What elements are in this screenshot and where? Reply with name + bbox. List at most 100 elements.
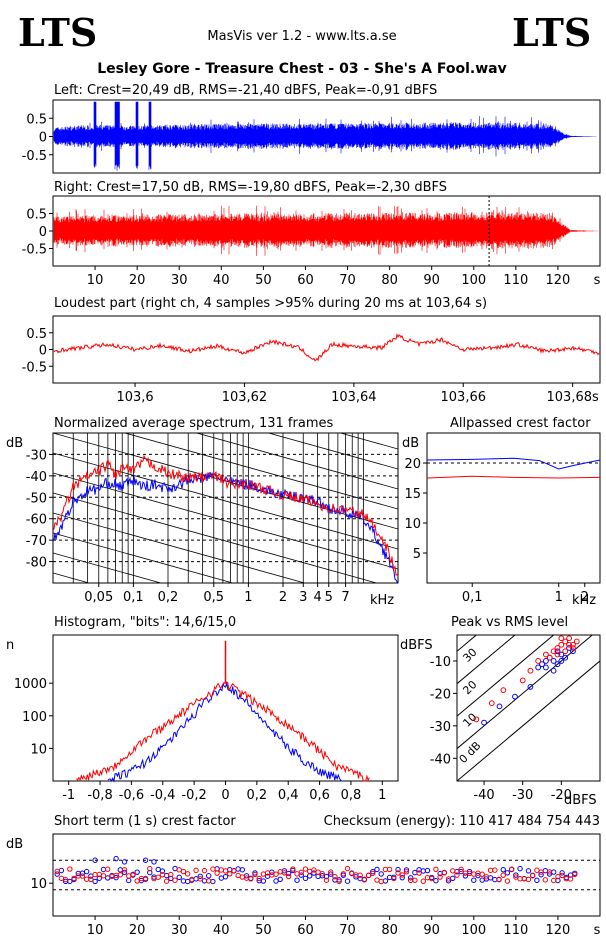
left-waveform-ytick-label: 0.5 <box>26 112 47 127</box>
short-crest-point-0 <box>294 877 300 883</box>
short-crest-point-0 <box>134 869 140 875</box>
file-name: Lesley Gore - Treasure Chest - 03 - She'… <box>97 61 507 77</box>
peak-rms-diagonal <box>457 660 600 781</box>
histogram-ytick-label: 10 <box>30 742 47 757</box>
spectrum-xtick-label: 3 <box>299 590 307 605</box>
short-crest-point-0 <box>424 867 431 874</box>
short-crest-point-0 <box>399 874 405 881</box>
histogram-series-0 <box>107 681 344 783</box>
right-waveform-xtick-label: 60 <box>297 273 314 288</box>
short-crest-point-0 <box>163 872 170 879</box>
short-crest-point-1 <box>311 867 317 873</box>
plots-layer: 0.50-0.50.50-0.510 20 30 40 50 60 70 80 90 100 110… <box>14 99 601 938</box>
histogram-ytick-label: 100 <box>22 710 47 725</box>
short-crest-point-0 <box>328 871 334 877</box>
short-crest-point-0 <box>92 878 98 885</box>
short-crest-point-1 <box>252 871 258 878</box>
histogram-xtick-label: -0,4 <box>150 788 175 803</box>
short-crest-xtick-label: 120 <box>546 923 571 938</box>
short-crest-point-1 <box>538 869 544 875</box>
peak-rms-point-0 <box>562 654 569 661</box>
right-waveform-xtick-label: 20 <box>129 273 146 288</box>
short-crest-point-1 <box>117 872 124 878</box>
short-crest-point-0 <box>323 873 330 880</box>
spectrum-slope-line <box>195 433 398 490</box>
spectrum-series-1 <box>53 454 398 576</box>
short-crest-point-1 <box>428 875 435 882</box>
short-crest-point-1 <box>437 874 443 880</box>
short-crest-ytick-label: 10 <box>30 877 47 892</box>
peak-rms-point-1 <box>570 641 576 648</box>
peak-rms-point-0 <box>570 648 576 655</box>
histogram-xtick-label: -0,8 <box>87 788 112 803</box>
peak-rms-point-0 <box>550 667 557 674</box>
short-crest-point-1 <box>365 872 372 879</box>
short-crest-point-1 <box>483 874 490 880</box>
short-crest-point-1 <box>231 867 237 874</box>
short-crest-point-0 <box>395 866 401 873</box>
short-crest-point-1 <box>67 866 73 872</box>
crest-frame <box>426 432 601 584</box>
short-crest-point-1 <box>336 878 342 885</box>
short-crest-point-1 <box>281 870 288 876</box>
short-crest-ylabel: dB <box>6 837 23 852</box>
short-crest-point-1 <box>290 866 296 872</box>
histogram-xtick-label: 0,6 <box>309 788 330 803</box>
short-crest-point-1 <box>100 873 107 879</box>
short-crest-outlier <box>151 859 157 865</box>
short-crest-point-0 <box>222 874 229 880</box>
app-version: MasVis ver 1.2 - www.lts.a.se <box>207 29 396 44</box>
short-crest-point-0 <box>344 878 351 884</box>
short-crest-point-1 <box>180 868 187 875</box>
short-crest-point-0 <box>420 868 426 874</box>
short-crest-xtick-label: 20 <box>129 923 146 938</box>
peak-rms-point-1 <box>558 635 565 642</box>
short-crest-point-1 <box>155 874 161 880</box>
short-crest-point-0 <box>445 878 452 884</box>
short-crest-point-1 <box>147 865 153 872</box>
short-crest-outlier <box>142 857 149 863</box>
spectrum-xtick-label: 0,5 <box>203 590 224 605</box>
right-waveform-xtick-label: 50 <box>255 273 272 288</box>
loudest-xtick-label: 103,6 <box>116 390 153 405</box>
spectrum-slope-line <box>53 512 307 583</box>
left-waveform-ytick-label: 0 <box>39 131 47 146</box>
peak-rms-point-0 <box>527 684 534 690</box>
spectrum-ylabel: dB <box>6 436 23 451</box>
short-crest-point-1 <box>529 873 536 879</box>
short-crest-point-0 <box>159 868 166 874</box>
crest-xtick-label: 2 <box>581 590 589 605</box>
peak-rms-point-1 <box>535 658 542 664</box>
short-crest-point-0 <box>239 867 246 873</box>
short-crest-point-1 <box>420 878 426 884</box>
short-crest-point-0 <box>546 871 553 877</box>
histogram-ylabel: n <box>6 638 14 653</box>
short-crest-point-1 <box>567 876 574 882</box>
peak-rms-ytick-label: -30 <box>430 720 451 735</box>
peak-rms-point-0 <box>566 645 572 651</box>
histogram-xtick-label: 0,4 <box>278 788 299 803</box>
peak-rms-point-0 <box>481 719 487 726</box>
histogram-xtick-label: 0,8 <box>341 788 362 803</box>
short-crest-point-0 <box>306 873 313 879</box>
short-crest-outlier <box>121 859 128 865</box>
histogram-title: Histogram, "bits": 14,6/15,0 <box>54 615 236 630</box>
short-crest-point-1 <box>168 871 174 878</box>
short-crest-point-1 <box>399 872 405 878</box>
short-crest-point-1 <box>302 866 309 872</box>
histogram-ytick-label: 1000 <box>14 677 47 692</box>
short-crest-point-1 <box>450 868 456 874</box>
short-crest-point-1 <box>201 867 208 874</box>
peak-rms-point-0 <box>496 703 503 710</box>
short-crest-point-0 <box>370 868 376 875</box>
short-crest-point-1 <box>344 865 351 872</box>
peak-rms-frame <box>456 634 601 782</box>
short-crest-point-0 <box>378 871 384 877</box>
short-crest-point-1 <box>227 871 233 877</box>
peak-rms-diagonal-label: 20 <box>460 678 479 697</box>
short-crest-point-0 <box>277 876 283 883</box>
peak-rms-point-1 <box>562 638 569 645</box>
short-crest-point-0 <box>302 875 309 882</box>
spectrum-xtick-label: 0,1 <box>123 590 144 605</box>
